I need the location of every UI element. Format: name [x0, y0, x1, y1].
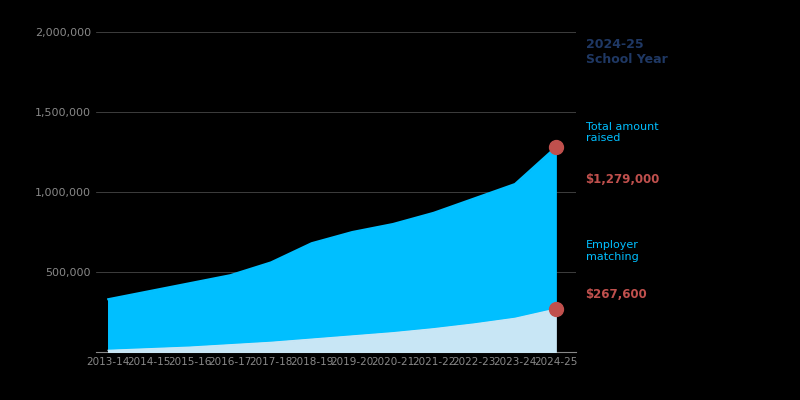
Text: $1,279,000: $1,279,000 — [586, 173, 660, 186]
Text: Employer
matching: Employer matching — [586, 240, 638, 262]
Text: Total amount
raised: Total amount raised — [586, 122, 658, 143]
Text: 2024-25
School Year: 2024-25 School Year — [586, 38, 667, 66]
Text: $267,600: $267,600 — [586, 288, 647, 301]
